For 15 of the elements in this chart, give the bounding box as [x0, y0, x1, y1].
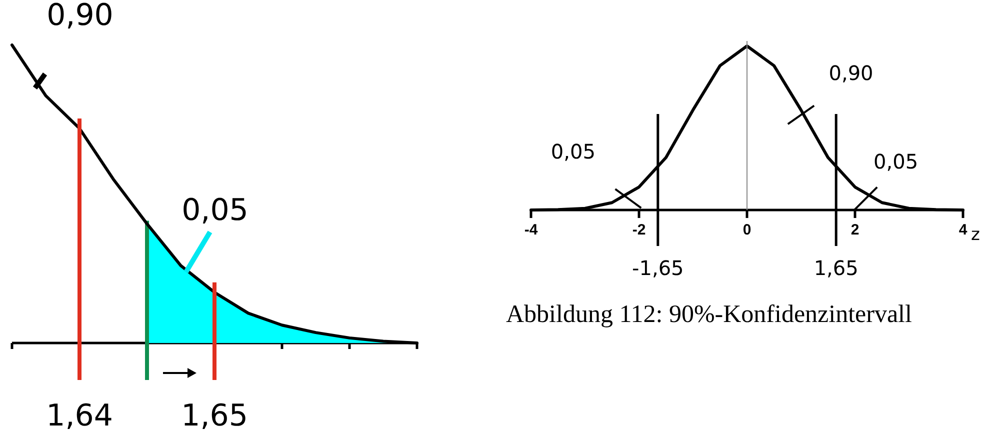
x-tick-label: 2 — [850, 222, 860, 239]
text: Abbildung 112: 90%-Konfidenzintervall — [506, 300, 913, 330]
x-tick-label: 4 — [958, 222, 968, 239]
x-tick-label: 1,64 — [46, 398, 113, 434]
x-tick-label: 0 — [742, 222, 752, 239]
text: 0,90 — [46, 0, 114, 33]
annotation: 0,05 — [550, 140, 596, 164]
annotation: 0,90 — [828, 60, 874, 85]
ref-line-label: 1,65 — [814, 256, 858, 280]
ref-line-label: -1,65 — [632, 256, 684, 280]
annotation: 0,05 — [874, 150, 918, 174]
annotation: 0,05 — [182, 193, 248, 228]
x-tick-label: -4 — [524, 222, 538, 239]
x-tick-label: -2 — [632, 222, 646, 239]
x-axis-title: z — [971, 225, 980, 245]
